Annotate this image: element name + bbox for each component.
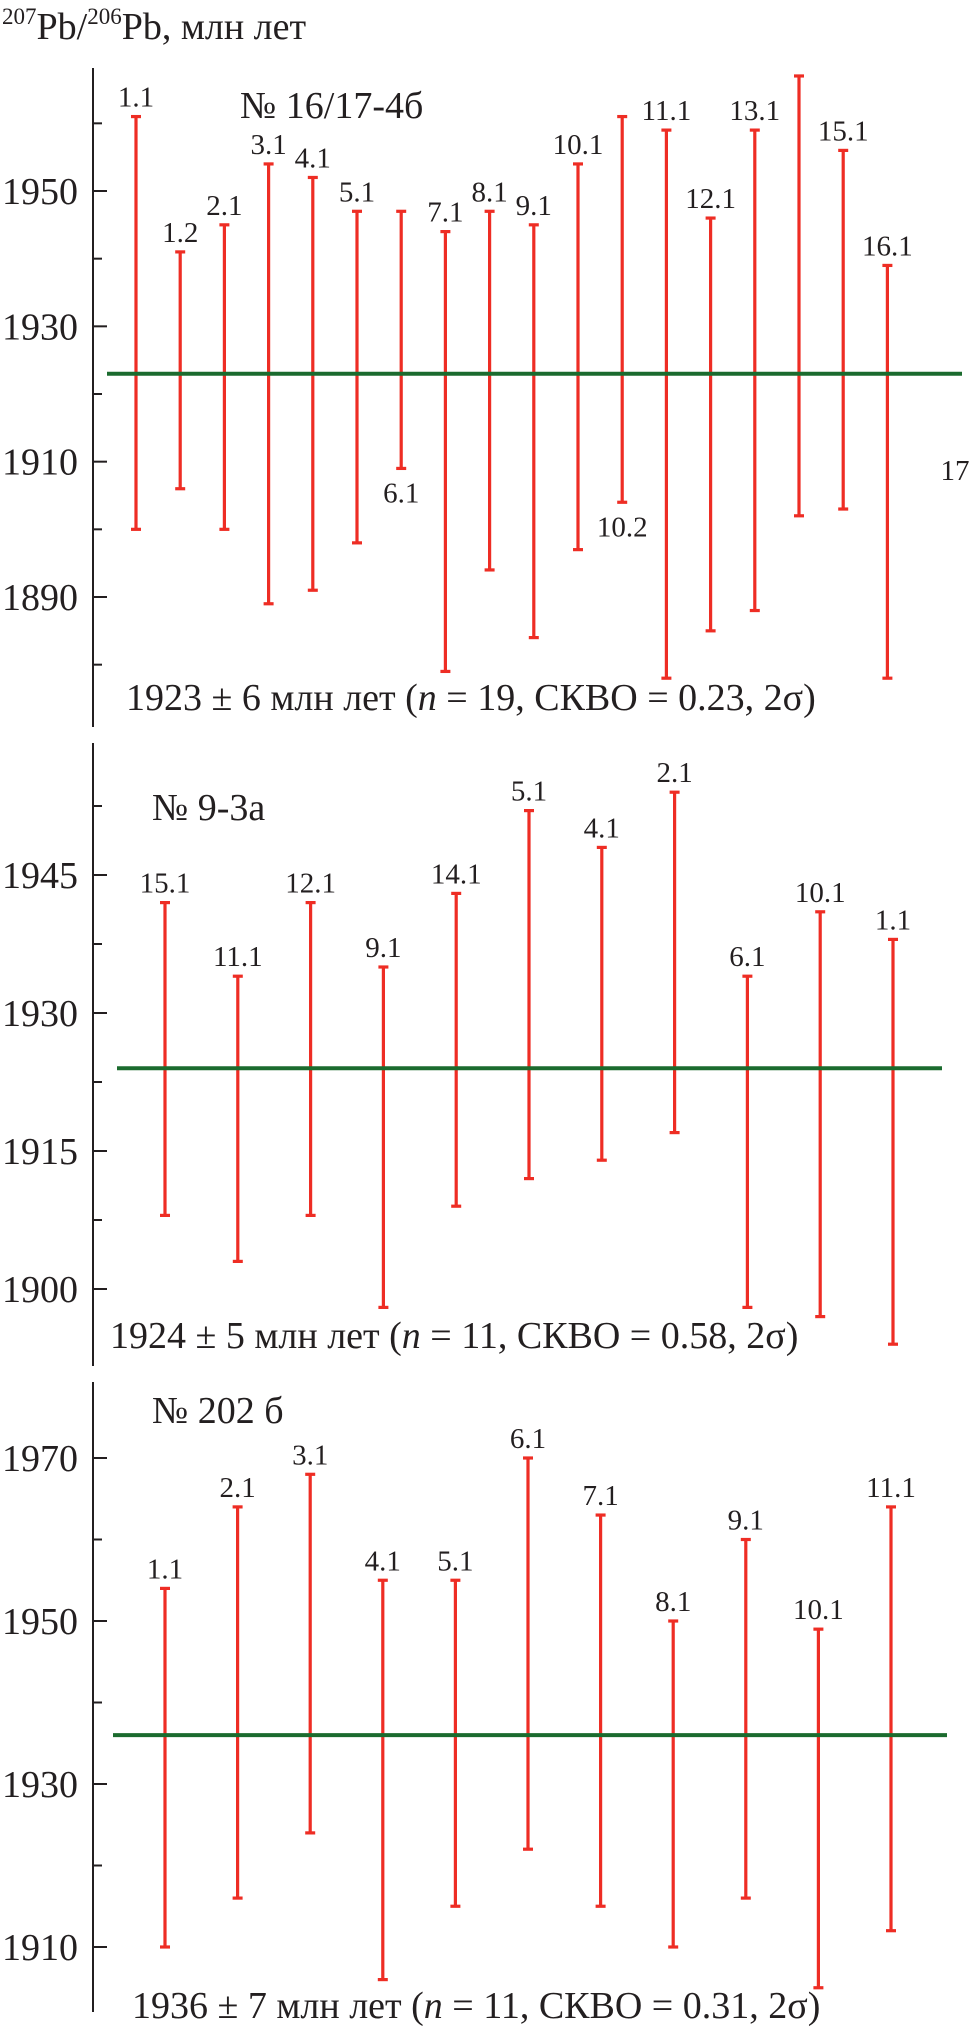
- panel-2: 1945 1930 1915 1900 15.1 11.1 12.1 9.1 14.1 5.1 4.…: [2, 743, 942, 1366]
- result-annotation: 1936 ± 7 млн лет (n = 11, СКВО = 0.31, 2…: [132, 1985, 820, 2027]
- point-label: 9.1: [728, 1505, 764, 1537]
- point-label: 6.1: [729, 941, 765, 973]
- y-tick-label: 1900: [2, 1269, 78, 1311]
- point-label: 12.1: [285, 868, 336, 900]
- point-label: 3.1: [250, 129, 286, 161]
- y-tick-label: 1910: [2, 442, 78, 484]
- point-label: 7.1: [582, 1480, 618, 1512]
- point-label: 5.1: [339, 176, 375, 208]
- point-label: 10.1: [795, 877, 846, 909]
- panel-title: № 202 б: [152, 1390, 284, 1432]
- point-label: 1.1: [118, 82, 154, 114]
- point-label: 5.1: [511, 776, 547, 808]
- point-label: 11.1: [866, 1472, 916, 1504]
- panel-3: 1970 1950 1930 1910 1.1 2.1 3.1 4.1 5.1 6.1 7.1 8.1…: [2, 1382, 947, 2027]
- result-annotation: 1924 ± 5 млн лет (n = 11, СКВО = 0.58, 2…: [110, 1315, 798, 1357]
- result-annotation: 1923 ± 6 млн лет (n = 19, СКВО = 0.23, 2…: [126, 677, 816, 719]
- panel-1: 1950 1930 1910 1890 1.1 1.22.13.1 4.15.1 6.1 7.1…: [2, 68, 970, 727]
- point-label: 17: [941, 455, 970, 487]
- point-label: 1.1: [875, 904, 911, 936]
- point-label: 6.1: [383, 477, 419, 509]
- y-tick-label: 1915: [2, 1131, 78, 1173]
- point-label: 9.1: [516, 190, 552, 222]
- point-label: 1.1: [147, 1553, 183, 1585]
- point-label: 8.1: [471, 176, 507, 208]
- point-label: 10.1: [553, 129, 604, 161]
- point-label: 2.1: [206, 190, 242, 222]
- y-tick-label: 1910: [2, 1927, 78, 1969]
- point-label: 5.1: [437, 1545, 473, 1577]
- point-label: 2.1: [656, 757, 692, 789]
- panel-title: № 16/17-4б: [240, 85, 423, 127]
- point-label: 4.1: [584, 812, 620, 844]
- point-label: 12.1: [685, 183, 736, 215]
- y-tick-label: 1890: [2, 577, 78, 619]
- point-label: 10.1: [793, 1594, 844, 1626]
- point-label: 13.1: [729, 95, 780, 127]
- point-label: 4.1: [365, 1545, 401, 1577]
- point-label: 15.1: [818, 115, 869, 147]
- point-label: 16.1: [862, 230, 913, 262]
- point-label: 1.2: [162, 217, 198, 249]
- point-label: 11.1: [642, 95, 692, 127]
- y-tick-label: 1930: [2, 993, 78, 1035]
- point-label: 10.2: [597, 511, 648, 543]
- point-label: 6.1: [510, 1423, 546, 1455]
- point-label: 9.1: [365, 932, 401, 964]
- point-label: 8.1: [655, 1586, 691, 1618]
- y-tick-label: 1950: [2, 171, 78, 213]
- y-tick-label: 1970: [2, 1438, 78, 1480]
- point-label: 4.1: [295, 142, 331, 174]
- y-tick-label: 1930: [2, 1764, 78, 1806]
- point-label: 11.1: [213, 941, 263, 973]
- y-tick-label: 1945: [2, 855, 78, 897]
- point-label: 3.1: [292, 1439, 328, 1471]
- point-label: 2.1: [219, 1472, 255, 1504]
- panel-title: № 9-3а: [152, 787, 265, 829]
- point-label: 15.1: [140, 868, 191, 900]
- point-label: 7.1: [427, 197, 463, 229]
- y-axis-label: 207Pb/206Pb, млн лет: [2, 4, 307, 48]
- y-tick-label: 1950: [2, 1601, 78, 1643]
- y-tick-label: 1930: [2, 306, 78, 348]
- point-label: 14.1: [431, 858, 482, 890]
